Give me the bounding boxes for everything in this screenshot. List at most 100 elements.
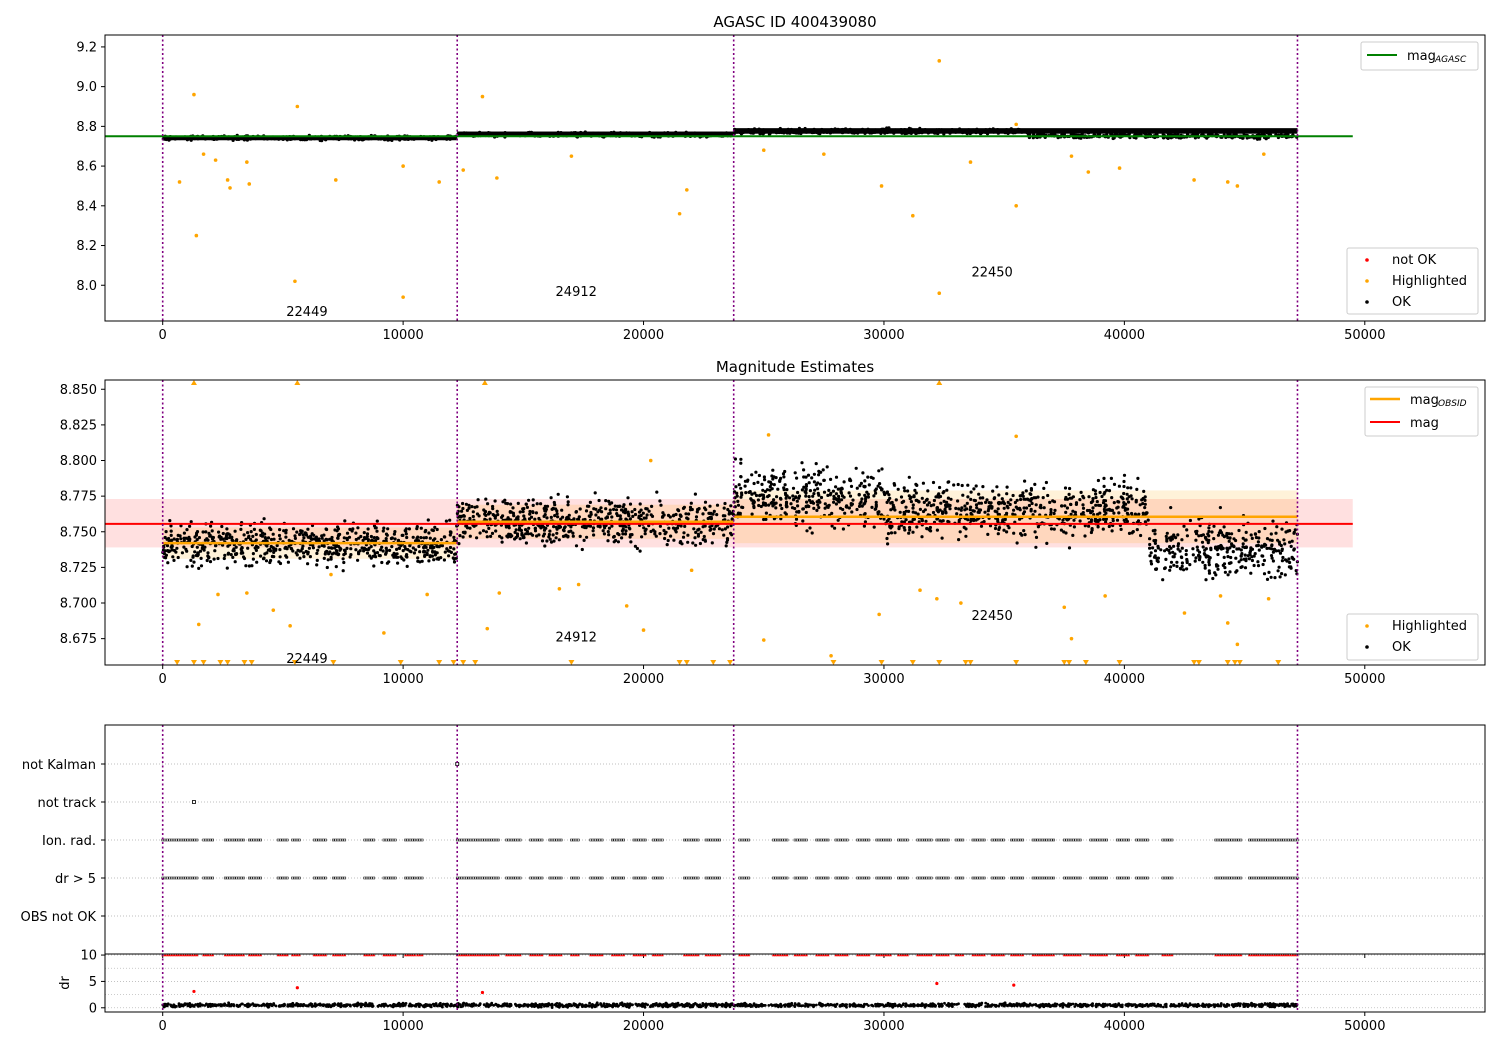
overflow-down-marker (241, 660, 248, 665)
highlighted-point (1069, 636, 1074, 641)
flag-point (819, 876, 823, 880)
ok-point (624, 529, 628, 533)
ok-point (489, 534, 493, 539)
ok-point (993, 509, 997, 513)
ok-point (395, 552, 399, 556)
ok-point (984, 128, 988, 132)
ok-point (1269, 575, 1273, 579)
ok-point (1270, 544, 1274, 548)
ok-point (649, 513, 653, 517)
ok-point (1024, 489, 1028, 493)
ok-point (231, 549, 235, 553)
flag-point (783, 876, 787, 880)
ok-point (168, 519, 172, 523)
flag-point (843, 876, 847, 880)
ok-point (831, 489, 836, 493)
ok-point (832, 494, 836, 498)
ok-point (1184, 552, 1188, 557)
ok-point (234, 552, 238, 557)
ok-point (1096, 525, 1100, 529)
ok-point (859, 481, 864, 485)
ok-point (381, 549, 385, 553)
ok-point (256, 545, 260, 550)
ok-point (278, 561, 283, 566)
ok-point (533, 526, 538, 530)
highlighted-point (293, 279, 297, 284)
ok-point (432, 545, 436, 550)
ok-point (1087, 508, 1092, 513)
ok-point (663, 536, 667, 541)
ok-point (767, 132, 772, 136)
ok-point (404, 529, 408, 533)
ok-point (560, 508, 564, 512)
ok-point (476, 498, 480, 502)
ok-point (1178, 566, 1182, 571)
ok-point (779, 476, 783, 480)
ok-point (204, 530, 208, 534)
ok-point (1178, 549, 1182, 553)
ok-point (697, 507, 701, 511)
ok-point (1069, 502, 1073, 507)
ok-point (1063, 486, 1068, 490)
ok-point (841, 129, 845, 133)
ok-point (844, 505, 848, 509)
ok-point (1240, 552, 1244, 556)
ok-point (422, 536, 426, 540)
ok-point (764, 511, 769, 515)
ok-point (822, 478, 826, 482)
highlighted-point (1062, 605, 1067, 610)
ok-point (838, 506, 843, 510)
ok-point (239, 547, 243, 551)
ok-point (537, 516, 541, 521)
ok-point (782, 475, 786, 479)
ok-point (996, 128, 1000, 132)
ok-point (944, 503, 948, 507)
ok-point (630, 533, 634, 537)
flag-point (1293, 876, 1297, 880)
ok-point (774, 131, 779, 135)
y-tick-label: 8.6 (76, 160, 97, 175)
ok-point (863, 520, 868, 524)
ok-point (1223, 570, 1227, 574)
flag-point (747, 876, 751, 880)
ok-point (782, 131, 786, 135)
ok-point (574, 544, 579, 548)
ok-point (939, 501, 943, 505)
ok-point (638, 549, 642, 553)
ok-point (375, 529, 379, 533)
ok-point (291, 527, 296, 531)
flag-point (858, 838, 862, 842)
ok-point (206, 554, 210, 558)
ok-point (770, 474, 774, 478)
ok-point (315, 551, 319, 556)
ok-point (368, 554, 372, 558)
flag-point (1284, 838, 1288, 842)
highlighted-point (1266, 596, 1271, 601)
ok-point (680, 542, 684, 546)
highlighted-point (937, 59, 942, 63)
ok-point (262, 517, 266, 521)
ok-point (904, 509, 908, 513)
ok-point (633, 507, 637, 512)
ok-point (631, 514, 635, 519)
ok-point (496, 513, 500, 517)
ok-point (871, 476, 875, 480)
ok-point (208, 560, 213, 564)
ok-point (487, 526, 491, 531)
ok-point (980, 131, 984, 135)
ok-point (912, 494, 916, 498)
ok-point (612, 507, 616, 511)
ok-point (1194, 556, 1198, 560)
ok-point (759, 504, 763, 509)
ok-point (986, 532, 990, 537)
ok-point (810, 476, 814, 480)
ok-point (612, 540, 616, 544)
ok-point (891, 503, 895, 507)
ok-point (860, 127, 865, 131)
overflow-down-marker (1066, 660, 1073, 665)
ok-point (1269, 547, 1274, 551)
ok-point (807, 498, 812, 502)
ok-point (807, 481, 811, 485)
ok-point (524, 528, 528, 532)
ok-point (658, 532, 662, 536)
